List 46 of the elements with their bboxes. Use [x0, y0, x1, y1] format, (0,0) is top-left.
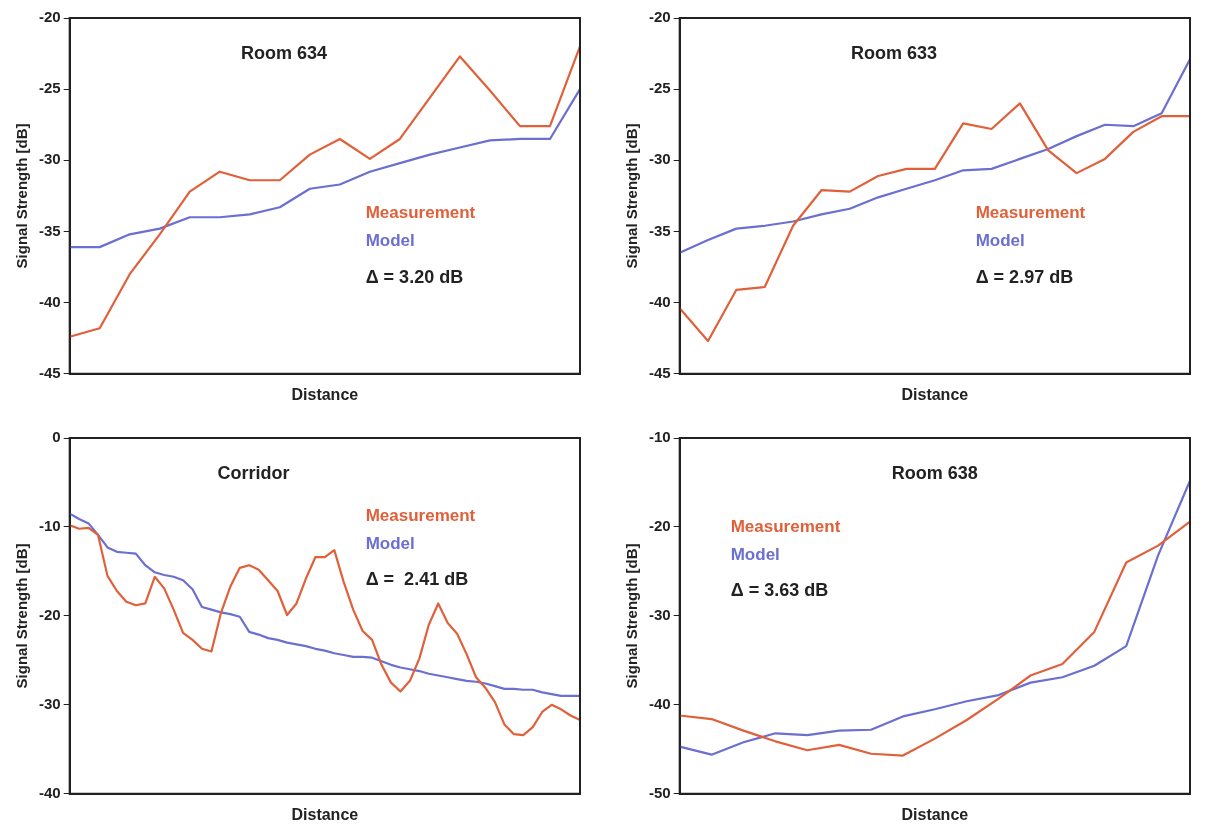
text: Measurement	[730, 516, 841, 536]
y-tick-label: -35	[648, 221, 671, 239]
text: Model	[975, 231, 1025, 251]
series-label: Measurement	[975, 203, 1086, 223]
y-tick-label: -40	[38, 292, 61, 310]
y-tick-label: -50	[648, 783, 671, 801]
text: Model	[730, 544, 780, 564]
x-axis-title: Distance	[291, 805, 359, 823]
y-axis-title: Signal Strength [dB]	[13, 543, 31, 689]
annotation: Δ = 2.97 dB	[975, 266, 1074, 287]
y-tick-label: -20	[648, 517, 671, 535]
text: Measurement	[365, 505, 476, 525]
annotation: Δ = 2.41 dB	[365, 569, 469, 590]
y-tick-label: -35	[38, 221, 61, 239]
text: Model	[365, 231, 415, 251]
x-axis-title: Distance	[901, 805, 969, 823]
text: Room 638	[891, 462, 978, 483]
y-tick-label: -30	[38, 694, 61, 712]
y-axis-title: Signal Strength [dB]	[13, 123, 31, 269]
text: Model	[365, 533, 415, 553]
y-tick-label: -10	[648, 428, 671, 446]
y-tick-label: -40	[648, 292, 671, 310]
y-tick-label: -45	[38, 363, 61, 381]
annotation: Δ = 3.20 dB	[365, 266, 464, 287]
y-tick-label: -40	[38, 783, 61, 801]
y-tick-label: -10	[38, 517, 61, 535]
y-tick-label: -20	[38, 8, 61, 26]
y-tick-label: 0	[52, 428, 61, 446]
y-tick-label: -25	[648, 79, 671, 97]
annotation: Δ = 3.63 dB	[730, 579, 829, 600]
x-axis-title: Distance	[291, 385, 359, 403]
y-tick-label: -40	[648, 694, 671, 712]
text: Room 634	[241, 42, 328, 63]
y-tick-label: -30	[648, 150, 671, 168]
y-tick-label: -45	[648, 363, 671, 381]
text: Corridor	[217, 462, 290, 483]
text: Measurement	[365, 203, 476, 223]
y-axis-title: Signal Strength [dB]	[623, 123, 641, 269]
y-tick-label: -20	[648, 8, 671, 26]
y-tick-label: -30	[38, 150, 61, 168]
y-tick-label: -25	[38, 79, 61, 97]
x-axis-title: Distance	[901, 385, 969, 403]
y-tick-label: -30	[648, 606, 671, 624]
y-axis-title: Signal Strength [dB]	[623, 543, 641, 689]
y-tick-label: -20	[38, 606, 61, 624]
text: Room 633	[851, 42, 938, 63]
